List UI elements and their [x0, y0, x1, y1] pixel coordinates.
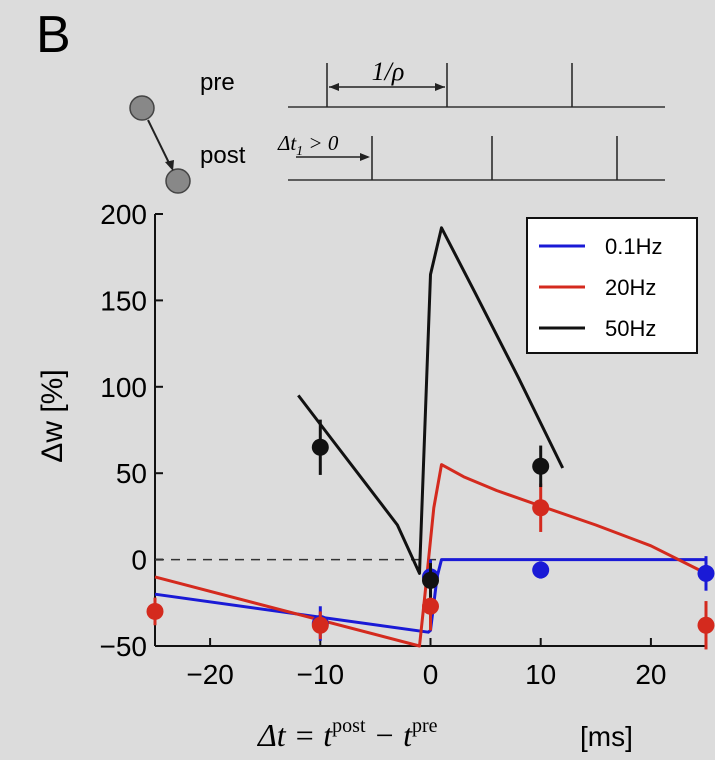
x-tick-label: −10 [297, 659, 345, 690]
x-tick-label: 20 [635, 659, 666, 690]
data-point [697, 616, 715, 634]
chart-points [146, 419, 715, 650]
data-point [311, 438, 329, 456]
data-point [697, 564, 715, 582]
delta-label: Δt1 > 0 [277, 131, 339, 159]
delta-arrowhead-icon [360, 153, 370, 161]
legend-entry: 50Hz [605, 316, 656, 341]
post-neuron-icon [165, 168, 191, 194]
data-point [532, 561, 550, 579]
x-axis-label: Δt = tpost − tpre [256, 715, 438, 753]
x-tick-label: 10 [525, 659, 556, 690]
pre-label: pre [200, 69, 235, 96]
data-point [422, 571, 439, 589]
interval-label: 1/ρ [372, 57, 405, 86]
post-label: post [200, 142, 246, 169]
chart-legend: 0.1Hz 20Hz 50Hz [526, 217, 698, 354]
y-tick-label: −50 [100, 631, 148, 662]
legend-entry: 20Hz [605, 275, 656, 300]
interval-arrowhead-left-icon [329, 83, 339, 91]
chart-axes: −50 0 50 100 150 200 −20 −10 0 10 20 [100, 199, 706, 690]
x-tick-label: 0 [423, 659, 439, 690]
data-point [311, 616, 329, 634]
data-point [422, 597, 439, 615]
y-tick-label: 150 [100, 285, 147, 316]
y-axis-label: Δw [%] [36, 369, 69, 462]
synapse-arrowhead-icon [165, 160, 174, 171]
series-line-20Hz [154, 463, 707, 648]
legend-entry: 0.1Hz [605, 234, 662, 259]
x-tick-label: −20 [186, 659, 234, 690]
pre-neuron-icon [129, 95, 155, 121]
y-tick-label: 100 [100, 372, 147, 403]
x-axis-units: [ms] [580, 721, 633, 752]
data-point [532, 499, 550, 517]
panel-label: B [36, 6, 71, 64]
y-tick-label: 200 [100, 199, 147, 230]
synapse-arrow-icon [147, 119, 171, 166]
y-tick-label: 0 [131, 545, 147, 576]
spike-schematic: pre post 1/ρ Δt1 > 0 [129, 57, 665, 194]
series-line-50Hz [297, 226, 565, 575]
data-point [532, 457, 550, 475]
y-tick-label: 50 [116, 458, 147, 489]
interval-arrowhead-right-icon [435, 83, 445, 91]
data-point [146, 602, 164, 620]
